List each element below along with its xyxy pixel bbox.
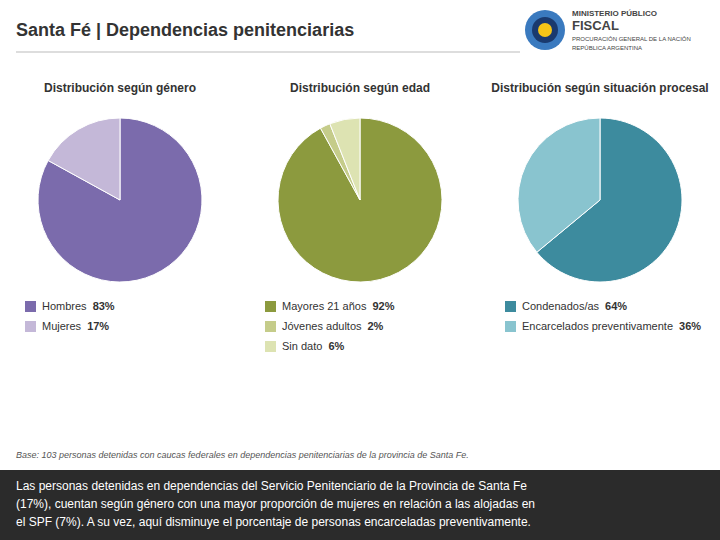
legend-swatch xyxy=(265,341,276,352)
logo-text: REPÚBLICA ARGENTINA xyxy=(572,45,642,51)
legend-swatch xyxy=(505,301,516,312)
caption-text: Las personas detenidas en dependencias d… xyxy=(16,479,527,493)
legend-swatch xyxy=(265,321,276,332)
logo-text: FISCAL xyxy=(572,18,619,33)
logo-ring xyxy=(525,10,565,50)
legend-swatch xyxy=(505,321,516,332)
chart-title: Distribución según situación procesal xyxy=(491,81,708,95)
value-label: 17% xyxy=(87,320,109,332)
legend-label: Condenados/as xyxy=(522,300,600,312)
pie-slice xyxy=(330,118,360,200)
logo-text: MINISTERIO PÚBLICO xyxy=(572,9,657,18)
legend-label: Sin dato xyxy=(282,340,322,352)
pie-slice xyxy=(48,118,120,200)
value-label: 6% xyxy=(328,340,344,352)
value-label: 2% xyxy=(368,320,384,332)
value-label: 92% xyxy=(372,300,394,312)
legend: Mayores 21 años 92% Jóvenes adultos 2% Sin d… xyxy=(265,300,395,352)
pie-chart: Distribución según género Hombres 83% Mujer… xyxy=(25,81,202,332)
pie-chart: Distribución según edad Mayores 21 años 92… xyxy=(265,81,442,352)
slices xyxy=(518,118,682,282)
value-label: 83% xyxy=(93,300,115,312)
legend-label: Mujeres xyxy=(42,320,82,332)
value-label: 64% xyxy=(605,300,627,312)
pie-chart: Distribución según situación procesal Con… xyxy=(491,81,708,332)
legend-label: Mayores 21 años xyxy=(282,300,367,312)
logo xyxy=(525,10,565,50)
logo-ring xyxy=(538,23,552,37)
legend-label: Jóvenes adultos xyxy=(282,320,362,332)
legend-label: Encarcelados preventivamente xyxy=(522,320,673,332)
chart-root: Santa Fé | Dependencias penitenciarias MI… xyxy=(0,0,720,540)
legend-swatch xyxy=(25,301,36,312)
slices xyxy=(38,118,202,282)
logo-ring xyxy=(532,17,558,43)
pie-slice xyxy=(38,118,202,282)
logo-text: PROCURACIÓN GENERAL DE LA NACIÓN xyxy=(572,36,691,42)
legend: Condenados/as 64% Encarcelados preventivam… xyxy=(505,300,701,332)
caption-bar xyxy=(0,470,720,540)
slices xyxy=(278,118,442,282)
legend-swatch xyxy=(265,301,276,312)
footnote: Base: 103 personas detenidas con caucas … xyxy=(16,450,469,460)
value-label: 36% xyxy=(679,320,701,332)
pie-slice xyxy=(518,118,600,252)
caption-text: (17%), cuentan según género con una mayo… xyxy=(16,497,535,511)
pie-slice xyxy=(278,118,442,282)
chart-title: Distribución según género xyxy=(44,81,196,95)
legend-label: Hombres xyxy=(42,300,87,312)
legend: Hombres 83% Mujeres 17% xyxy=(25,300,115,332)
caption-text: el SPF (7%). A su vez, aquí disminuye el… xyxy=(16,515,531,529)
page-title: Santa Fé | Dependencias penitenciarias xyxy=(16,20,354,40)
legend-swatch xyxy=(25,321,36,332)
title-rule xyxy=(16,52,520,53)
chart-title: Distribución según edad xyxy=(290,81,430,95)
